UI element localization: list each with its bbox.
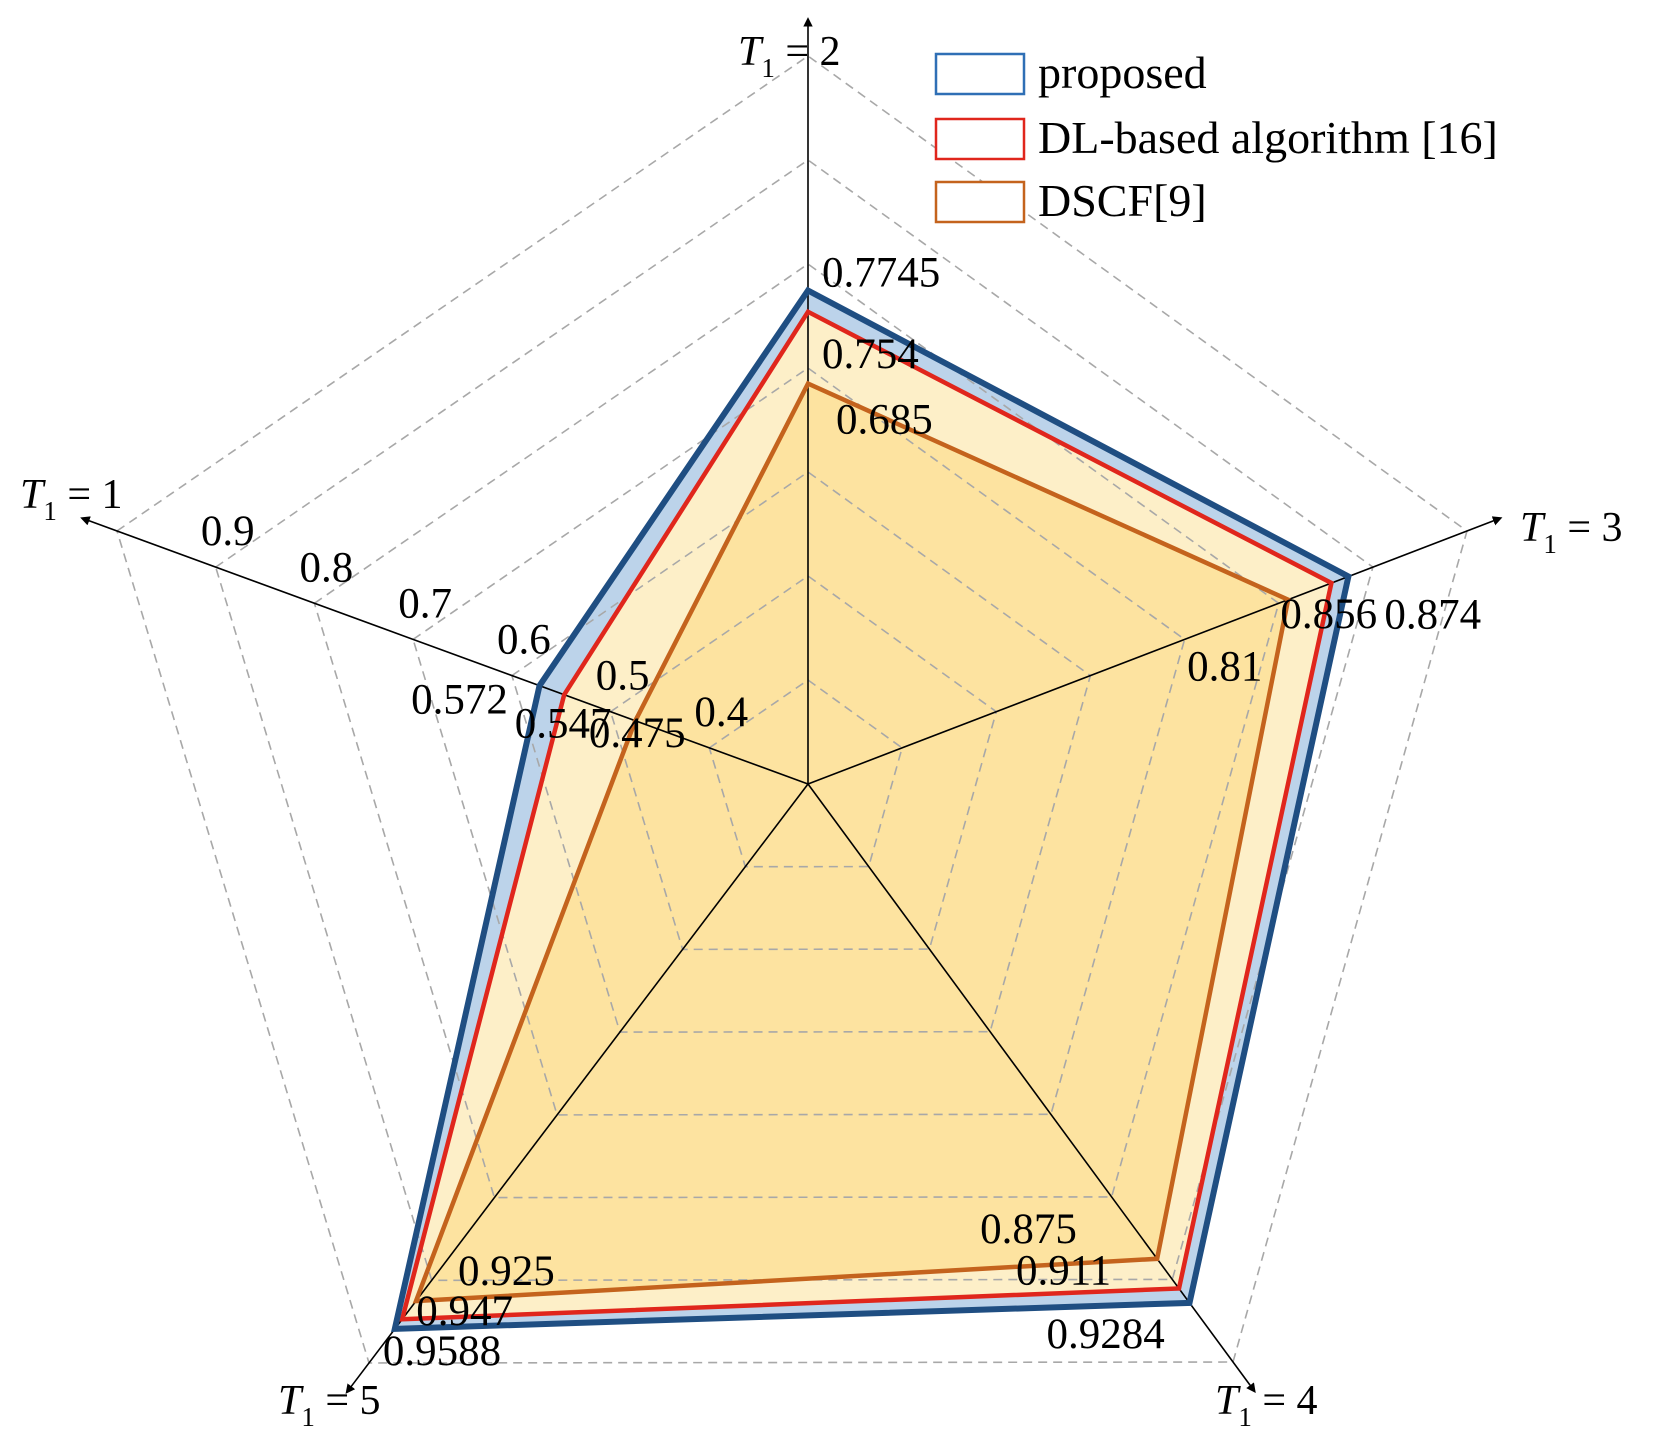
data-label: 0.547: [515, 701, 612, 748]
data-label: 0.754: [822, 331, 919, 378]
series-line-3: [412, 380, 1291, 1304]
data-label: 0.9284: [1047, 1311, 1165, 1358]
axis-spoke-5: [345, 783, 809, 1394]
axis-label-t1-5: T1 = 5: [278, 1378, 381, 1432]
tick-label: 0.5: [596, 653, 650, 700]
grid-ring-5: [313, 263, 1280, 1199]
data-label: 0.685: [836, 397, 933, 444]
axis-label-t1-1: T1 = 1: [20, 472, 123, 526]
axis-spoke-3: [807, 516, 1503, 785]
data-label: 0.911: [1016, 1248, 1111, 1295]
tick-label: 0.4: [694, 689, 748, 736]
tick-label: 0.9: [201, 508, 255, 555]
axis-label-t1-2: T1 = 2: [738, 29, 841, 83]
legend-swatch-2: [934, 117, 1026, 161]
legend-swatch-1: [934, 52, 1026, 96]
data-label: 0.81: [1187, 644, 1262, 691]
tick-label: 0.8: [300, 544, 354, 591]
data-label: 0.947: [416, 1288, 513, 1335]
data-label: 0.874: [1384, 592, 1481, 639]
axis-spoke-1: [80, 516, 809, 785]
series-line-1: [391, 286, 1352, 1333]
axis-label-t1-3: T1 = 3: [1520, 505, 1623, 559]
legend-label-2: DL-based algorithm [16]: [1038, 112, 1498, 163]
grid-ring-4: [412, 367, 1186, 1116]
legend-label-1: proposed: [1038, 47, 1207, 98]
grid-ring-7: [116, 55, 1468, 1364]
grid-ring-3: [510, 471, 1092, 1033]
data-label: 0.572: [411, 677, 508, 724]
grid-ring-1: [708, 679, 904, 868]
legend-label-3: DSCF[9]: [1038, 175, 1207, 226]
data-label: 0.925: [458, 1248, 555, 1295]
series-fill-3: [416, 383, 1289, 1302]
tick-label: 0.6: [497, 617, 551, 664]
tick-label: 0.7: [398, 580, 452, 627]
data-label: 0.9588: [383, 1328, 501, 1375]
legend-swatch-3: [934, 180, 1026, 224]
axis-label-t1-4: T1 = 4: [1215, 1378, 1318, 1432]
data-label: 0.7745: [822, 250, 940, 297]
data-label: 0.475: [589, 710, 686, 757]
data-label: 0.875: [980, 1206, 1077, 1253]
data-label: 0.856: [1280, 591, 1377, 638]
series-line-2: [399, 308, 1334, 1322]
grid-ring-2: [609, 575, 998, 951]
